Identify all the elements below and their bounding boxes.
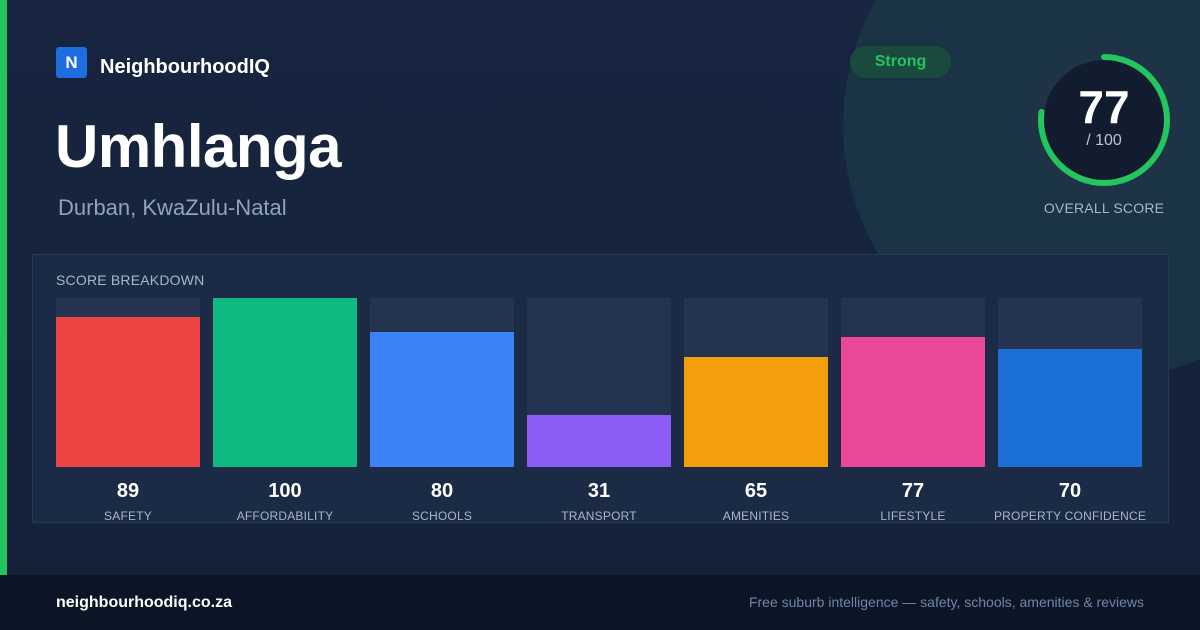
bar-column-safety: 89 SAFETY [56, 298, 200, 523]
accent-bar [0, 0, 7, 575]
bar-value-label: 100 [268, 480, 302, 502]
bar-value-label: 77 [901, 480, 925, 502]
bar-column-schools: 80 SCHOOLS [370, 298, 514, 523]
bar [684, 357, 828, 467]
bar-track [527, 298, 671, 467]
bar-column-lifestyle: 77 LIFESTYLE [841, 298, 985, 523]
bar [527, 414, 671, 467]
bar-column-amenities: 65 AMENITIES [684, 298, 828, 523]
score-breakdown-panel: SCORE BREAKDOWN 89 SAFETY 100 AFFORDABILITY… [32, 254, 1169, 523]
bar [213, 298, 357, 467]
bar [998, 348, 1142, 467]
suburb-location: Durban, KwaZulu-Natal [58, 195, 287, 220]
bar-value-label: 70 [1058, 480, 1082, 502]
suburb-title: Umhlanga [55, 113, 342, 180]
bar-track [684, 298, 828, 467]
brand: N NeighbourhoodIQ [56, 46, 270, 79]
footer-domain-link[interactable]: neighbourhoodiq.co.za [56, 594, 232, 611]
bar-category-label: SCHOOLS [411, 509, 473, 523]
bar-track [56, 298, 200, 467]
bar-track [841, 298, 985, 467]
bar [841, 336, 985, 467]
overall-score-value: 77 [1078, 81, 1130, 133]
bar-track [370, 298, 514, 467]
score-ring-progress [1038, 54, 1170, 186]
bar-column-transport: 31 TRANSPORT [527, 298, 671, 523]
bar-category-label: PROPERTY CONFIDENCE [993, 509, 1147, 523]
rating-badge: Strong [850, 46, 951, 78]
overall-score-max: / 100 [1086, 132, 1122, 149]
bar-value-label: 80 [430, 480, 454, 502]
bar [56, 316, 200, 467]
bar-value-label: 31 [587, 480, 611, 502]
bar-track [998, 298, 1142, 467]
bar-value-label: 89 [116, 480, 140, 502]
bar-category-label: AFFORDABILITY [236, 509, 334, 523]
footer-tagline: Free suburb intelligence — safety, schoo… [748, 594, 1144, 610]
bar-category-label: SAFETY [104, 509, 152, 523]
overall-score-ring: 77 / 100 [1028, 44, 1180, 196]
score-ring-inner [1041, 57, 1167, 183]
breakdown-title: SCORE BREAKDOWN [56, 272, 205, 288]
brand-name: NeighbourhoodIQ [100, 56, 270, 78]
brand-logo-icon: N [56, 47, 87, 78]
bar-category-label: TRANSPORT [561, 509, 637, 523]
footer: neighbourhoodiq.co.za Free suburb intell… [0, 575, 1200, 630]
bar-category-label: LIFESTYLE [880, 509, 946, 523]
bar-category-label: AMENITIES [722, 509, 790, 523]
bar [370, 331, 514, 467]
bar-column-property-confidence: 70 PROPERTY CONFIDENCE [994, 298, 1146, 523]
overall-score-caption: OVERALL SCORE [1043, 200, 1165, 216]
score-ring-graphic [1028, 44, 1180, 196]
bar-track [213, 298, 357, 467]
bar-value-label: 65 [744, 480, 768, 502]
bar-column-affordability: 100 AFFORDABILITY [213, 298, 357, 523]
